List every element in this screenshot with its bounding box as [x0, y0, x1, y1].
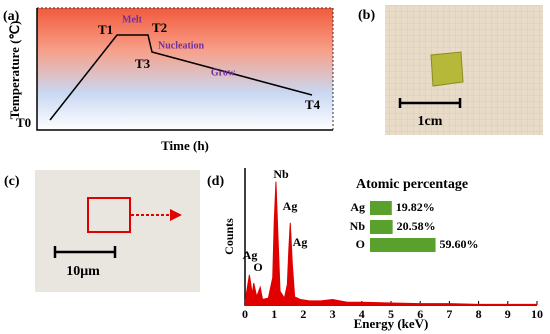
- y-axis-label: Counts: [222, 218, 236, 255]
- x-tick-label: 5: [388, 307, 394, 321]
- stage-label: T4: [305, 97, 321, 112]
- axes: [36, 8, 333, 131]
- phase-label: Nucleation: [158, 40, 205, 51]
- scale-label: 1cm: [418, 114, 443, 129]
- x-tick-label: 9: [505, 307, 511, 321]
- x-tick-label: 8: [476, 307, 482, 321]
- peak-label: Ag: [293, 235, 308, 249]
- stage-label: T2: [152, 20, 167, 35]
- peak-label: Ag: [243, 248, 258, 262]
- panel-label: (a): [3, 9, 20, 24]
- x-axis-label: Energy (keV): [354, 316, 429, 331]
- x-tick-label: 1: [271, 307, 277, 321]
- spectrum-area: [245, 181, 537, 305]
- panel-label: (b): [358, 8, 375, 23]
- peak-label: Ag: [283, 199, 298, 213]
- scale-bar: [398, 98, 462, 108]
- x-axis-label: Time (h): [161, 138, 209, 153]
- stage-label: T3: [135, 56, 151, 71]
- photo: [385, 5, 543, 135]
- inset-title: Atomic percentage: [356, 177, 468, 192]
- category-label: Nb: [350, 219, 366, 233]
- x-tick-label: 6: [417, 307, 423, 321]
- temperature-profile: [49, 34, 313, 121]
- bar: [370, 238, 436, 252]
- stage-label: T0: [16, 115, 31, 130]
- x-tick-label: 2: [300, 307, 306, 321]
- y-axis-label: Temperature (℃): [7, 21, 22, 120]
- x-tick-label: 4: [359, 307, 365, 321]
- heat-background: [37, 8, 333, 130]
- spectrum-line: [244, 181, 537, 305]
- stage-label: T1: [98, 22, 113, 37]
- peak-label: O: [253, 260, 262, 274]
- value-label: 19.82%: [396, 200, 435, 214]
- scale-bar: [53, 246, 117, 258]
- phase-label: Melt: [122, 14, 143, 25]
- value-label: 20.58%: [397, 219, 436, 233]
- x-tick-label: 3: [330, 307, 336, 321]
- scale-label: 10μm: [66, 264, 100, 279]
- peak-label: Nb: [273, 167, 289, 181]
- category-label: O: [356, 237, 365, 251]
- x-tick-label: 0: [242, 307, 248, 321]
- bar: [370, 201, 392, 215]
- bar: [370, 220, 393, 234]
- value-label: 59.60%: [440, 237, 479, 251]
- category-label: Ag: [350, 200, 365, 214]
- x-tick-label: 10: [531, 307, 543, 321]
- selected-region: [87, 197, 131, 233]
- crystal: [430, 51, 464, 87]
- panel-label: (d): [207, 174, 224, 189]
- x-tick-label: 7: [446, 307, 452, 321]
- phase-label: Grow: [211, 67, 236, 78]
- panel-label: (c): [4, 174, 20, 189]
